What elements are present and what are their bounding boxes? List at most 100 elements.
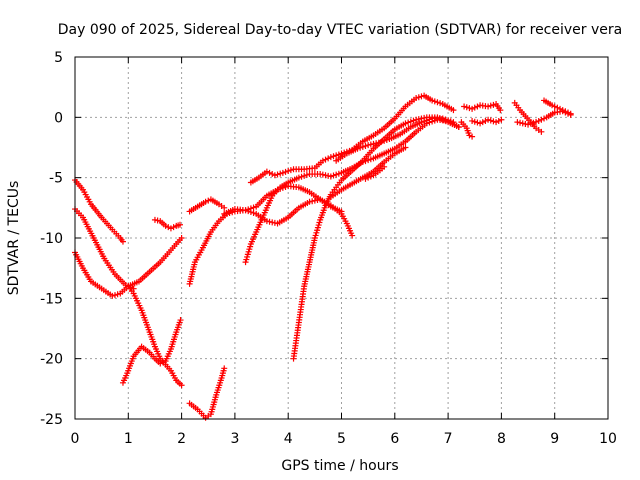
- data-point: [279, 169, 286, 176]
- series-arc-15: [362, 163, 388, 182]
- y-tick-label: -15: [40, 291, 63, 307]
- y-tick-label: -20: [40, 352, 63, 368]
- data-point: [177, 317, 184, 324]
- data-point: [306, 198, 313, 205]
- data-point: [413, 95, 420, 102]
- data-point: [490, 118, 497, 125]
- data-point: [517, 119, 524, 126]
- data-point: [119, 238, 126, 245]
- data-point: [482, 117, 489, 124]
- series-arc-17: [458, 119, 476, 140]
- plot-frame: [74, 56, 609, 420]
- data-point: [111, 292, 118, 299]
- x-tick-label: 9: [550, 431, 559, 447]
- data-point: [354, 145, 361, 152]
- data-point: [365, 157, 372, 164]
- series-arc-8: [186, 196, 228, 215]
- data-point: [114, 291, 121, 298]
- data-point: [410, 117, 417, 124]
- data-point: [402, 120, 409, 127]
- data-point: [359, 143, 366, 150]
- data-points: [72, 92, 574, 421]
- data-point: [311, 197, 318, 204]
- data-point: [551, 103, 558, 110]
- data-point: [317, 171, 324, 178]
- data-point: [559, 107, 566, 114]
- data-point: [263, 218, 270, 225]
- series-arc-16: [333, 115, 457, 164]
- data-point: [405, 119, 412, 126]
- data-point: [538, 116, 545, 123]
- data-point: [565, 109, 572, 116]
- data-point: [485, 116, 492, 123]
- chart-title: Day 090 of 2025, Sidereal Day-to-day VTE…: [58, 22, 622, 38]
- data-point: [469, 105, 476, 112]
- data-point: [159, 359, 166, 366]
- series-arc-6: [151, 216, 184, 232]
- data-point: [562, 108, 569, 115]
- data-point: [421, 118, 428, 125]
- data-point: [527, 120, 534, 127]
- data-point: [423, 117, 430, 124]
- x-tick-label: 3: [230, 431, 239, 447]
- x-axis-label: GPS time / hours: [281, 458, 398, 474]
- data-point: [461, 103, 468, 110]
- data-point: [514, 119, 521, 126]
- series-arc-1: [72, 177, 126, 245]
- data-point: [365, 142, 372, 149]
- series-arc-9: [186, 365, 228, 421]
- x-tick-label: 6: [390, 431, 399, 447]
- y-axis-label: SDTVAR / TECUs: [6, 181, 22, 296]
- data-point: [567, 110, 574, 117]
- data-point: [434, 99, 441, 106]
- data-point: [466, 105, 473, 112]
- data-point: [349, 232, 356, 239]
- data-point: [167, 225, 174, 232]
- data-point: [530, 119, 537, 126]
- data-point: [469, 133, 476, 140]
- data-point: [439, 115, 446, 122]
- data-point: [413, 116, 420, 123]
- data-point: [485, 103, 492, 110]
- data-point: [309, 198, 316, 205]
- data-point: [471, 118, 478, 125]
- data-point: [157, 360, 164, 367]
- data-point: [357, 144, 364, 151]
- data-point: [285, 168, 292, 175]
- data-point: [450, 107, 457, 114]
- data-point: [221, 365, 228, 372]
- y-tick-label: -25: [40, 412, 63, 428]
- data-point: [431, 98, 438, 105]
- data-point: [154, 217, 161, 224]
- x-tick-label: 0: [71, 431, 80, 447]
- series-arc-22: [541, 97, 574, 117]
- data-point: [381, 137, 388, 144]
- series-arc-5: [119, 317, 184, 386]
- data-point: [522, 120, 529, 127]
- data-point: [538, 128, 545, 135]
- series-arc-13: [290, 114, 462, 362]
- grid-lines: [75, 57, 608, 419]
- data-point: [383, 136, 390, 143]
- data-point: [367, 141, 374, 148]
- series-arc-12: [247, 92, 457, 186]
- data-point: [178, 382, 185, 389]
- data-point: [335, 170, 342, 177]
- data-point: [367, 173, 374, 180]
- data-point: [250, 209, 257, 216]
- data-point: [463, 104, 470, 111]
- data-point: [415, 94, 422, 101]
- data-point: [493, 119, 500, 126]
- data-point: [319, 157, 326, 164]
- data-point: [466, 132, 473, 139]
- data-point: [455, 123, 462, 130]
- data-point: [402, 144, 409, 151]
- data-point: [151, 216, 158, 223]
- data-point: [533, 118, 540, 125]
- series-arc-4: [125, 283, 185, 389]
- data-point: [487, 117, 494, 124]
- data-point: [295, 174, 302, 181]
- data-point: [282, 168, 289, 175]
- x-tick-label: 5: [337, 431, 346, 447]
